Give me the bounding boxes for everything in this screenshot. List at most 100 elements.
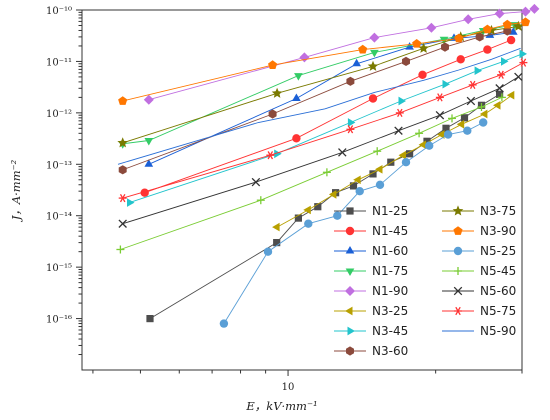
data-point bbox=[338, 148, 347, 157]
legend-marker bbox=[345, 226, 355, 236]
data-point bbox=[118, 96, 128, 105]
series-n3-45 bbox=[127, 49, 527, 207]
y-tick-label: 10⁻¹⁰ bbox=[46, 6, 72, 17]
data-point bbox=[292, 93, 301, 101]
data-point bbox=[463, 126, 472, 135]
data-point bbox=[402, 56, 410, 66]
legend-item: N1-25 bbox=[334, 204, 408, 218]
data-point bbox=[442, 79, 450, 89]
data-point bbox=[418, 70, 427, 79]
series-n3-90 bbox=[118, 17, 531, 105]
legend-item: N3-60 bbox=[334, 344, 408, 358]
data-point bbox=[475, 32, 484, 42]
data-point bbox=[367, 60, 379, 71]
data-point bbox=[333, 211, 342, 220]
legend-item: N1-45 bbox=[334, 224, 408, 238]
legend-item: N3-45 bbox=[334, 324, 408, 338]
series-line bbox=[122, 76, 519, 225]
data-point bbox=[435, 93, 444, 102]
legend-item: N5-45 bbox=[442, 264, 516, 278]
legend-marker bbox=[346, 207, 354, 215]
data-point bbox=[328, 190, 337, 199]
legend-label: N5-60 bbox=[480, 284, 516, 298]
data-point bbox=[466, 96, 476, 106]
data-point bbox=[266, 151, 275, 160]
series-n5-60 bbox=[118, 72, 523, 228]
data-point bbox=[294, 73, 303, 81]
legend-item: N1-90 bbox=[334, 284, 408, 298]
data-point bbox=[303, 205, 311, 215]
x-axis-label: E，kV·mm⁻¹ bbox=[245, 399, 317, 413]
data-point bbox=[373, 147, 382, 156]
data-point bbox=[274, 149, 282, 159]
data-point bbox=[144, 138, 154, 146]
data-point bbox=[477, 103, 486, 111]
series-n3-60 bbox=[118, 26, 512, 175]
data-point bbox=[370, 49, 379, 58]
legend-label: N1-45 bbox=[372, 224, 408, 238]
series-line bbox=[122, 62, 524, 199]
data-point bbox=[460, 114, 469, 122]
data-point bbox=[418, 42, 429, 53]
y-tick-label: 10⁻¹¹ bbox=[46, 57, 72, 68]
data-point bbox=[268, 60, 278, 69]
legend-label: N1-90 bbox=[372, 284, 408, 298]
legend-item: N5-60 bbox=[442, 284, 516, 298]
y-axis-label: J，A·mm⁻² bbox=[9, 159, 23, 222]
data-point bbox=[346, 76, 355, 86]
data-point bbox=[398, 150, 406, 160]
data-point bbox=[506, 90, 515, 100]
data-point bbox=[127, 198, 135, 207]
legend-item: N5-75 bbox=[442, 304, 516, 318]
data-point bbox=[425, 141, 434, 150]
data-point bbox=[355, 187, 364, 196]
data-point bbox=[418, 140, 427, 150]
data-point bbox=[314, 203, 322, 211]
data-point bbox=[415, 129, 424, 138]
data-point bbox=[519, 49, 527, 59]
data-point bbox=[456, 55, 465, 64]
data-point bbox=[513, 20, 524, 31]
data-point bbox=[479, 118, 488, 127]
legend-marker bbox=[453, 246, 463, 256]
y-tick-label: 10⁻¹⁶ bbox=[46, 315, 72, 326]
data-point bbox=[506, 35, 516, 45]
legend-item: N3-90 bbox=[442, 224, 516, 238]
data-point bbox=[251, 177, 261, 187]
data-point bbox=[256, 196, 265, 205]
data-point bbox=[442, 124, 450, 132]
legend-marker bbox=[454, 306, 462, 316]
y-tick-label: 10⁻¹⁴ bbox=[46, 212, 72, 223]
data-point bbox=[494, 8, 505, 19]
legend-marker bbox=[345, 246, 355, 254]
data-point bbox=[485, 30, 495, 38]
data-point bbox=[483, 45, 492, 54]
data-point bbox=[358, 44, 368, 54]
plot-frame bbox=[81, 9, 523, 371]
data-point bbox=[375, 180, 385, 189]
data-point bbox=[273, 239, 281, 247]
data-point bbox=[423, 137, 431, 145]
data-point bbox=[479, 109, 488, 119]
data-point bbox=[497, 93, 506, 102]
legend-marker bbox=[345, 306, 353, 316]
data-point bbox=[219, 319, 229, 328]
data-point bbox=[375, 164, 383, 174]
legend-label: N3-60 bbox=[372, 344, 408, 358]
data-point bbox=[454, 33, 464, 43]
data-point bbox=[519, 58, 528, 67]
data-point bbox=[349, 182, 358, 190]
legend-label: N1-75 bbox=[372, 264, 408, 278]
legend-marker bbox=[345, 268, 355, 276]
data-point bbox=[495, 84, 504, 93]
data-point bbox=[369, 170, 377, 178]
y-tick-label: 10⁻¹² bbox=[46, 109, 72, 120]
data-point bbox=[140, 188, 149, 197]
legend-marker bbox=[346, 346, 354, 356]
series-n5-25 bbox=[219, 118, 488, 328]
legend-marker bbox=[345, 286, 355, 296]
legend-item: N5-90 bbox=[442, 324, 516, 338]
legend-label: N3-90 bbox=[480, 224, 516, 238]
legend-label: N5-25 bbox=[480, 244, 516, 258]
